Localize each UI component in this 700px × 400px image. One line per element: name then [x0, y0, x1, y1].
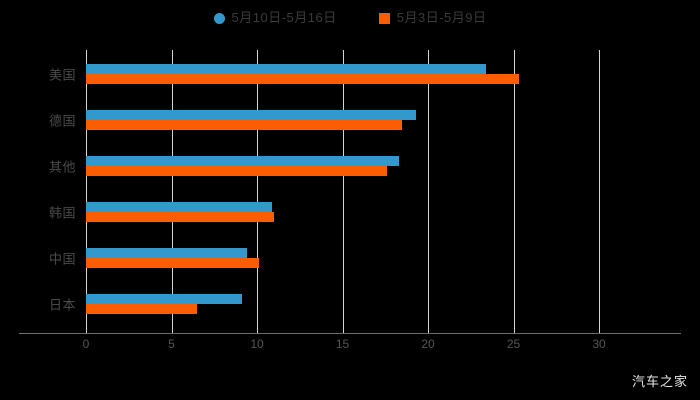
bar[interactable] — [86, 156, 399, 166]
y-axis-category-label: 日本 — [48, 297, 76, 313]
y-axis-category-label: 中国 — [48, 251, 76, 267]
bar[interactable] — [86, 294, 242, 304]
gridline — [513, 50, 515, 327]
x-tick-mark — [428, 327, 429, 333]
legend-item-series-2[interactable]: 5月3日-5月9日 — [378, 10, 487, 26]
x-tick-mark — [171, 327, 173, 333]
y-axis-category-label: 韩国 — [48, 205, 76, 221]
x-tick-mark — [513, 327, 515, 333]
bar[interactable] — [86, 258, 259, 268]
gridline — [342, 50, 344, 327]
x-tick-label: 15 — [335, 337, 350, 351]
plot-area — [86, 50, 600, 327]
legend-marker-circle-icon — [213, 12, 225, 24]
gridline — [257, 50, 258, 327]
y-axis-line — [86, 50, 87, 327]
gridline — [428, 50, 429, 327]
bar[interactable] — [86, 110, 417, 120]
bar[interactable] — [86, 74, 519, 84]
x-tick-label: 30 — [592, 337, 606, 351]
y-axis-category-label: 德国 — [48, 113, 76, 129]
y-axis-category-label: 其他 — [48, 159, 76, 175]
legend-item-series-1[interactable]: 5月10日-5月16日 — [213, 10, 337, 26]
bar[interactable] — [86, 248, 247, 258]
bar[interactable] — [86, 202, 273, 212]
x-axis-line — [19, 333, 681, 334]
bar[interactable] — [86, 120, 403, 130]
bar[interactable] — [86, 166, 387, 176]
x-tick-mark — [86, 327, 87, 333]
gridline — [171, 50, 173, 327]
x-tick-mark — [342, 327, 344, 333]
x-tick-mark — [257, 327, 258, 333]
gridline — [599, 50, 600, 327]
legend-label-series-2: 5月3日-5月9日 — [396, 10, 487, 25]
bar[interactable] — [86, 64, 487, 74]
x-tick-label: 5 — [168, 337, 175, 351]
x-tick-label: 0 — [82, 337, 90, 351]
x-tick-label: 10 — [250, 337, 264, 351]
chart-legend: 5月10日-5月16日 5月3日-5月9日 — [0, 10, 700, 26]
watermark: 汽车之家 — [631, 374, 688, 389]
x-tick-label: 25 — [506, 337, 521, 351]
legend-label-series-1: 5月10日-5月16日 — [231, 10, 337, 25]
y-axis-category-label: 美国 — [48, 67, 76, 83]
x-tick-mark — [599, 327, 600, 333]
x-tick-label: 20 — [421, 337, 435, 351]
bar[interactable] — [86, 304, 198, 314]
legend-marker-square-icon — [378, 12, 390, 24]
bar[interactable] — [86, 212, 275, 222]
